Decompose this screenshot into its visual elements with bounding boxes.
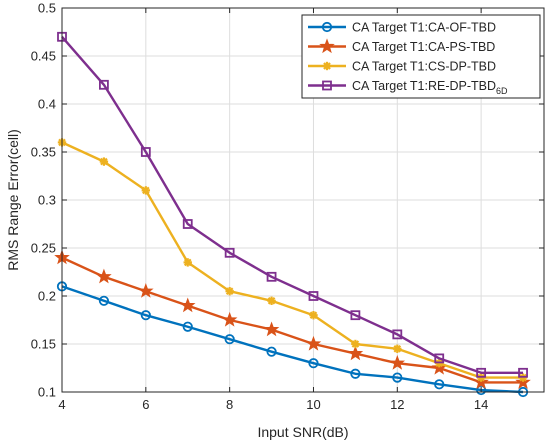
x-tick-label: 4 <box>58 397 65 412</box>
series-1 <box>56 281 529 398</box>
data-point-star <box>221 311 238 327</box>
asterisk-stroke <box>323 62 331 70</box>
data-point-square <box>182 219 193 229</box>
data-point-asterisk <box>225 287 234 296</box>
data-point-circle <box>182 321 193 332</box>
y-tick-label: 0.2 <box>38 289 56 304</box>
data-point-square <box>392 329 403 340</box>
data-point-asterisk <box>267 296 276 305</box>
data-point-circle <box>266 346 277 357</box>
asterisk-stroke <box>309 311 318 320</box>
asterisk-stroke <box>183 258 192 267</box>
data-point-asterisk <box>183 258 192 267</box>
y-tick-label: 0.5 <box>38 1 56 16</box>
tick-marks <box>61 7 544 393</box>
y-axis-label: RMS Range Error(cell) <box>5 129 21 271</box>
y-tick-label: 0.35 <box>31 145 56 160</box>
x-tick-label: 8 <box>226 397 233 412</box>
asterisk-stroke <box>351 340 360 348</box>
asterisk-stroke <box>100 157 108 166</box>
x-tick-label: 12 <box>390 397 404 412</box>
data-point-square <box>140 147 151 157</box>
data-point-star <box>347 345 364 361</box>
y-tick-label: 0.3 <box>38 193 56 208</box>
data-point-star <box>138 283 154 298</box>
asterisk-stroke <box>142 186 150 195</box>
data-point-square <box>350 310 361 321</box>
asterisk-stroke <box>225 287 234 296</box>
series-line <box>61 285 524 394</box>
data-point-asterisk <box>99 157 109 166</box>
data-point-circle <box>140 310 151 321</box>
data-point-asterisk <box>309 311 318 320</box>
series-layer <box>54 31 531 398</box>
data-point-circle <box>476 384 487 396</box>
y-tick-label: 0.25 <box>31 241 56 256</box>
data-point-star <box>263 321 280 337</box>
data-point-circle <box>392 372 403 383</box>
legend-label: CA Target T1:RE-DP-TBD6D <box>352 79 508 96</box>
y-tick-label: 0.1 <box>38 385 56 400</box>
legend-label: CA Target T1:CS-DP-TBD <box>352 60 496 74</box>
x-tick-label: 14 <box>474 397 488 412</box>
asterisk-stroke <box>393 344 402 353</box>
data-point-square <box>434 353 445 364</box>
asterisk-stroke <box>267 296 276 305</box>
legend-entry: CA Target T1:RE-DP-TBD6D <box>308 79 508 96</box>
data-point-star <box>179 297 196 313</box>
data-point-star <box>319 38 335 54</box>
legend-entry: CA Target T1:CA-PS-TBD <box>308 38 495 54</box>
legend-entry: CA Target T1:CA-OF-TBD <box>308 21 496 35</box>
data-point-star <box>389 355 406 370</box>
x-tick-label: 6 <box>142 397 149 412</box>
data-point-asterisk <box>141 186 151 195</box>
data-point-square <box>518 367 528 378</box>
data-point-circle <box>350 368 361 379</box>
data-point-circle <box>434 379 445 390</box>
data-point-asterisk <box>351 339 360 349</box>
data-point-square <box>99 79 109 90</box>
series-line <box>61 36 524 374</box>
data-point-circle <box>224 334 235 345</box>
series-line <box>61 141 524 379</box>
legend-label: CA Target T1:CA-OF-TBD <box>352 21 496 35</box>
y-tick-label: 0.45 <box>31 49 56 64</box>
y-tick-label: 0.15 <box>31 337 56 352</box>
data-point-square <box>322 80 332 91</box>
series-3 <box>57 138 528 382</box>
data-point-asterisk <box>322 61 332 71</box>
data-point-square <box>266 271 277 282</box>
legend-entry: CA Target T1:CS-DP-TBD <box>308 60 496 74</box>
data-point-asterisk <box>393 344 402 353</box>
data-point-square <box>308 291 319 301</box>
y-tick-label: 0.4 <box>38 97 56 112</box>
x-axis-label: Input SNR(dB) <box>257 424 348 440</box>
data-point-square <box>224 247 235 258</box>
data-point-star <box>305 335 322 351</box>
data-point-circle <box>321 21 333 33</box>
data-point-square <box>476 367 487 378</box>
data-point-circle <box>308 358 319 369</box>
legend-subscript: 6D <box>496 86 508 96</box>
data-point-star <box>96 268 112 284</box>
legend-label: CA Target T1:CA-PS-TBD <box>352 40 495 54</box>
legend: CA Target T1:CA-OF-TBD CA Target T1:CA-PS… <box>301 14 541 99</box>
tick-labels: 4 6 8 10 12 14 0.1 0.15 0.2 0.25 0.3 0.35 0.4 0.45 0.5 <box>31 1 489 413</box>
legend-box <box>301 14 541 99</box>
x-tick-label: 10 <box>306 397 320 412</box>
data-point-circle <box>98 295 110 306</box>
